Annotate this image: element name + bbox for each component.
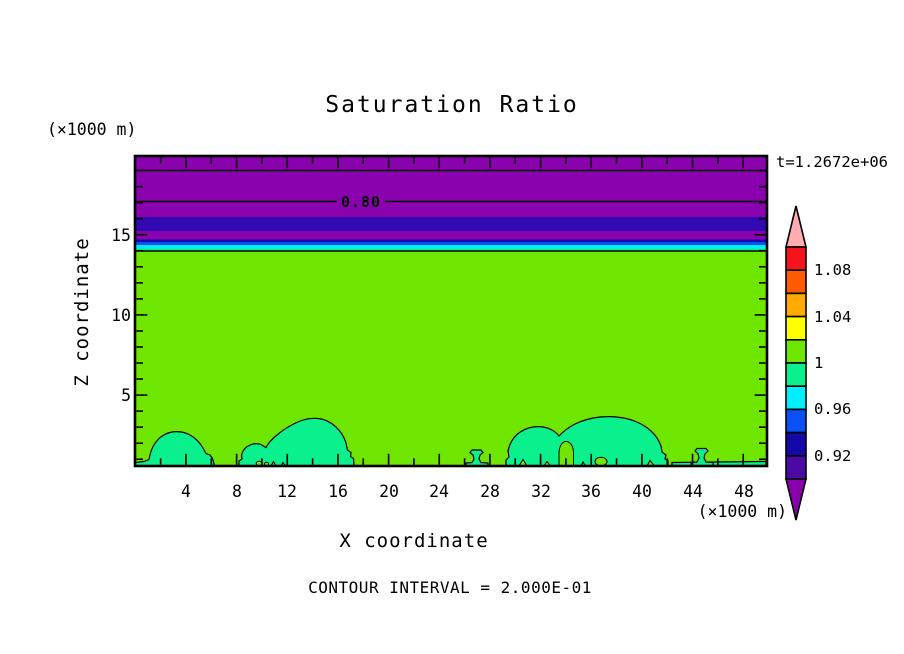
region-band-cyan [135, 245, 767, 249]
x-tick-label: 28 [480, 482, 500, 501]
saturation-blob [465, 449, 489, 467]
colorbar [784, 205, 808, 521]
region-band-purple-lower [135, 231, 767, 240]
x-tick-label: 40 [632, 482, 652, 501]
saturation-blob [690, 447, 714, 467]
saturation-blob [505, 415, 669, 467]
blob-hole [594, 456, 608, 467]
blob-hole-finger [558, 440, 574, 467]
x-tick-label: 32 [531, 482, 551, 501]
x-axis-label: X coordinate [339, 530, 488, 552]
saturation-blob [134, 431, 216, 467]
z-tick-label: 5 [121, 386, 131, 405]
axis-ticks [136, 157, 766, 465]
region-band-indigo [135, 217, 767, 231]
region-band-navy [135, 239, 767, 242]
x-axis-units: (×1000 m) [698, 502, 787, 521]
region-band-spring [135, 248, 767, 251]
region-band-blue [135, 242, 767, 245]
x-tick-label: 24 [429, 482, 449, 501]
page-title: Saturation Ratio [325, 92, 579, 118]
bottom-blobs [134, 415, 767, 467]
z-tick-label: 10 [111, 306, 131, 325]
x-tick-label: 36 [581, 482, 601, 501]
x-tick-label: 44 [683, 482, 703, 501]
colorbar-label: 0.96 [814, 400, 851, 418]
x-tick-label: 20 [379, 482, 399, 501]
z-axis-label: Z coordinate [71, 237, 93, 386]
z-axis-units: (×1000 m) [47, 120, 136, 139]
x-tick-label: 48 [734, 482, 754, 501]
region-band-purple-top [135, 156, 767, 217]
x-tick-labels: 4 8 12 16 20 24 28 32 36 40 44 48 [181, 482, 754, 501]
saturation-blob [238, 417, 355, 467]
x-tick-label: 16 [328, 482, 348, 501]
colorbar-segment [785, 338, 807, 364]
colorbar-label: 0.92 [814, 447, 851, 465]
colorbar-segment [785, 246, 807, 272]
colorbar-segment [785, 454, 807, 480]
colorbar-segment [785, 431, 807, 457]
colorbar-segment [785, 269, 807, 295]
x-tick-label: 8 [232, 482, 242, 501]
colorbar-arrow-up [784, 205, 808, 248]
colorbar-label: 1.08 [814, 261, 851, 279]
colorbar-segment [785, 385, 807, 411]
z-tick-labels: 15 10 5 [111, 226, 131, 405]
contour-interval-label: CONTOUR INTERVAL = 2.000E-01 [308, 578, 592, 597]
z-tick-label: 15 [111, 226, 131, 245]
x-tick-label: 12 [277, 482, 297, 501]
colorbar-segment [785, 292, 807, 318]
colorbar-segment [785, 408, 807, 434]
x-tick-label: 4 [181, 482, 191, 501]
plot-border [133, 154, 769, 468]
plot-area [133, 154, 769, 468]
colorbar-label: 1.04 [814, 308, 851, 326]
colorbar-label: 1 [814, 354, 823, 372]
time-annotation: t=1.2672e+06 [776, 153, 888, 171]
contour-line-label: 0.80 [341, 193, 381, 211]
colorbar-segment [785, 315, 807, 341]
colorbar-segment [785, 362, 807, 388]
colorbar-labels: 1.08 1.04 1 0.96 0.92 [814, 261, 851, 465]
colorbar-arrow-down [784, 478, 808, 521]
